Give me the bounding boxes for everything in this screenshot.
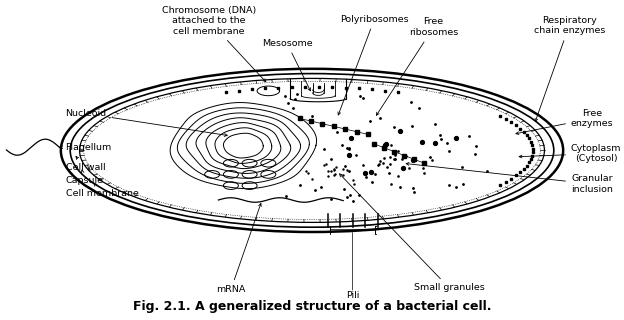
Text: Pili: Pili xyxy=(346,292,359,300)
Text: Nucleoid: Nucleoid xyxy=(66,109,227,136)
Text: Cell membrane: Cell membrane xyxy=(66,183,139,198)
Text: Cell wall: Cell wall xyxy=(66,156,105,172)
Text: Respiratory
chain enzymes: Respiratory chain enzymes xyxy=(534,16,605,121)
Text: Granular
inclusion: Granular inclusion xyxy=(406,163,613,194)
Text: mRNA: mRNA xyxy=(216,204,261,294)
Text: Free
enzymes: Free enzymes xyxy=(516,109,613,134)
Ellipse shape xyxy=(80,78,544,222)
Text: Fig. 2.1. A generalized structure of a bacterial cell.: Fig. 2.1. A generalized structure of a b… xyxy=(133,300,491,313)
Text: Mesosome: Mesosome xyxy=(261,39,313,91)
Text: Small granules: Small granules xyxy=(339,174,485,292)
Text: Chromosome (DNA)
attached to the
cell membrane: Chromosome (DNA) attached to the cell me… xyxy=(162,6,266,82)
Text: Flagellum: Flagellum xyxy=(60,143,112,152)
Text: Cytoplasm
(Cytosol): Cytoplasm (Cytosol) xyxy=(519,144,622,163)
Polygon shape xyxy=(170,102,316,189)
Text: Free
ribosomes: Free ribosomes xyxy=(376,18,458,115)
Text: Polyribosomes: Polyribosomes xyxy=(338,15,409,115)
Text: Capsule: Capsule xyxy=(66,170,104,185)
